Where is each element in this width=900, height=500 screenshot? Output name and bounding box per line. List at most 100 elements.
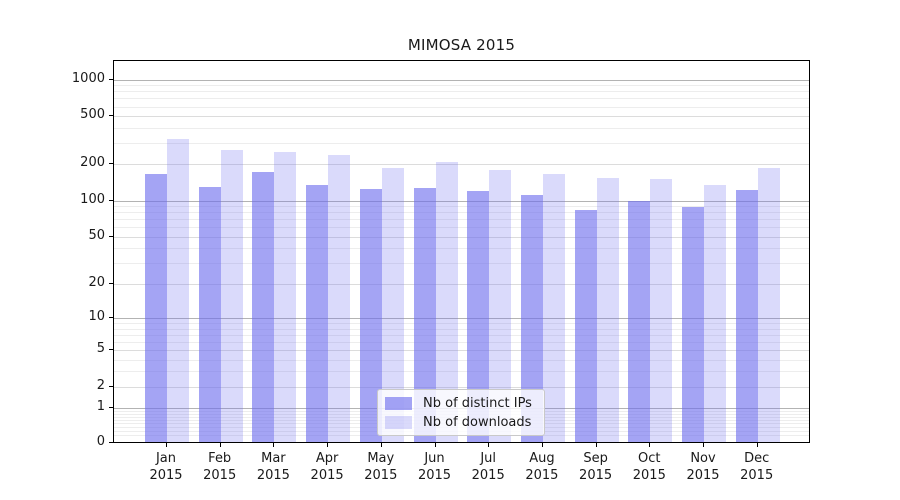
- ytick-label-20: 20: [88, 274, 105, 290]
- bar-distinct-ips-nov: [682, 207, 704, 442]
- legend-swatch-downloads: [385, 415, 412, 429]
- ytick-label-2: 2: [96, 377, 105, 393]
- ytick-mark-2: [109, 385, 113, 387]
- gridline-90: [114, 206, 809, 208]
- xtick-label-jan: Jan 2015: [134, 450, 198, 484]
- bar-distinct-ips-oct: [628, 201, 651, 442]
- bar-downloads-jun: [435, 161, 458, 442]
- xtick-mark-jan: [166, 443, 167, 447]
- ytick-label-0: 0: [96, 434, 105, 449]
- bar-distinct-ips-mar: [252, 171, 275, 442]
- bar-distinct-ips-jan: [145, 174, 167, 442]
- xtick-label-may: May 2015: [349, 450, 413, 484]
- bar-distinct-ips-feb: [198, 186, 221, 442]
- xtick-mark-feb: [219, 443, 221, 447]
- gridline-700: [114, 98, 809, 100]
- gridline-7: [114, 334, 809, 336]
- month-name: Jul: [480, 451, 497, 466]
- xtick-mark-apr: [327, 443, 329, 447]
- legend: Nb of distinct IPs Nb of downloads: [377, 389, 545, 436]
- ytick-label-10: 10: [88, 309, 105, 324]
- plot-area: [113, 60, 810, 443]
- ytick-mark-20: [109, 282, 113, 284]
- gridline-200: [114, 164, 809, 166]
- gridline-70: [114, 219, 809, 221]
- legend-row-downloads: Nb of downloads: [385, 415, 544, 430]
- xtick-label-jun: Jun 2015: [403, 450, 467, 484]
- gridline-4: [114, 359, 809, 361]
- month-year: 2015: [471, 468, 505, 483]
- xtick-label-dec: Dec 2015: [725, 450, 789, 484]
- xtick-mark-sep: [595, 443, 597, 447]
- bar-downloads-jul: [489, 170, 512, 442]
- ytick-label-5: 5: [96, 341, 105, 356]
- ytick-mark-5: [109, 349, 113, 350]
- gridline-10: [114, 318, 809, 319]
- bar-distinct-ips-jul: [467, 191, 490, 442]
- ytick-label-50: 50: [88, 227, 105, 243]
- xtick-label-mar: Mar 2015: [241, 450, 305, 484]
- gridline-6: [114, 341, 809, 343]
- month-name: Apr: [315, 451, 339, 466]
- xtick-label-feb: Feb 2015: [188, 450, 252, 484]
- gridline-2: [114, 386, 809, 388]
- bar-distinct-ips-aug: [520, 194, 543, 442]
- xtick-mark-may: [380, 443, 382, 447]
- xtick-label-oct: Oct 2015: [617, 450, 681, 484]
- ytick-mark-0: [109, 442, 113, 443]
- gridline-20: [114, 283, 809, 285]
- bar-downloads-apr: [328, 155, 351, 442]
- ytick-mark-10: [109, 317, 113, 318]
- ytick-label-1000: 1000: [71, 70, 105, 86]
- bar-downloads-dec: [757, 167, 780, 442]
- xtick-mark-jun: [434, 443, 436, 447]
- bar-downloads-may: [381, 167, 404, 442]
- ytick-label-1: 1: [96, 399, 105, 415]
- legend-swatch-distinct-ips: [385, 396, 412, 410]
- ytick-label-500: 500: [80, 107, 105, 123]
- month-name: Mar: [261, 451, 286, 466]
- bar-downloads-oct: [650, 179, 673, 442]
- bar-distinct-ips-apr: [306, 185, 329, 442]
- ytick-mark-500: [109, 115, 113, 117]
- gridline-9: [114, 323, 809, 324]
- gridline-400: [114, 127, 809, 129]
- gridline-30: [114, 263, 809, 265]
- month-year: 2015: [525, 468, 559, 483]
- bar-distinct-ips-may: [359, 188, 382, 442]
- month-name: Feb: [208, 451, 232, 466]
- month-year: 2015: [149, 468, 183, 483]
- xtick-mark-jul: [488, 443, 490, 447]
- gridline-800: [114, 91, 809, 93]
- legend-row-distinct-ips: Nb of distinct IPs: [385, 396, 544, 411]
- month-name: Nov: [690, 451, 716, 466]
- xtick-mark-dec: [756, 443, 758, 447]
- month-year: 2015: [310, 468, 344, 483]
- month-name: Aug: [529, 451, 555, 466]
- bar-downloads-sep: [596, 177, 619, 442]
- gridline-500: [114, 116, 809, 118]
- bar-downloads-feb: [220, 149, 243, 442]
- bar-downloads-aug: [542, 174, 565, 442]
- month-year: 2015: [740, 468, 774, 483]
- month-year: 2015: [417, 468, 452, 483]
- month-year: 2015: [256, 468, 290, 483]
- gridline-5: [114, 350, 809, 351]
- gridline-100: [114, 200, 809, 202]
- month-name: Oct: [638, 451, 661, 466]
- ytick-label-100: 100: [80, 191, 105, 207]
- bar-downloads-mar: [274, 152, 297, 442]
- legend-label-downloads: Nb of downloads: [423, 414, 532, 430]
- gridline-3: [114, 371, 809, 373]
- xtick-label-aug: Aug 2015: [510, 450, 574, 484]
- month-name: Jun: [424, 451, 445, 466]
- gridline-60: [114, 227, 809, 229]
- month-year: 2015: [579, 468, 613, 483]
- month-year: 2015: [632, 468, 666, 483]
- xtick-mark-mar: [273, 443, 275, 447]
- xtick-label-sep: Sep 2015: [564, 450, 628, 484]
- gridline-600: [114, 106, 809, 108]
- xtick-label-jul: Jul 2015: [456, 450, 520, 484]
- bar-distinct-ips-jun: [413, 187, 436, 442]
- legend-label-distinct-ips: Nb of distinct IPs: [423, 395, 532, 411]
